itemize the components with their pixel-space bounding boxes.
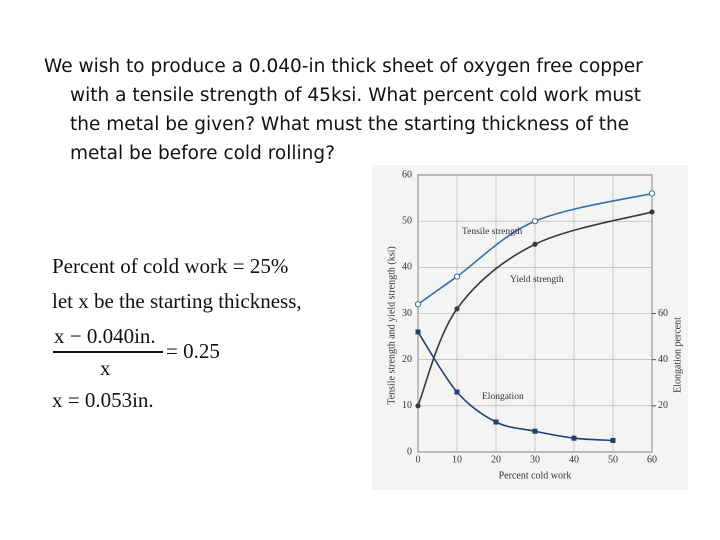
x-tick-label: 50 [608, 454, 618, 465]
point [415, 403, 421, 409]
y2-axis-title: Elongation percent [672, 317, 683, 393]
series-label: Tensile strength [462, 227, 523, 237]
y-tick-label: 30 [402, 308, 412, 319]
series-label: Yield strength [510, 275, 564, 285]
point [531, 218, 539, 225]
y-tick-label: 60 [402, 169, 412, 180]
x-tick-label: 60 [647, 454, 657, 465]
y-tick-label: 40 [402, 262, 412, 273]
y-axis-title: Tensile strength and yield strength (ksi… [386, 246, 397, 404]
point [493, 419, 499, 425]
x-tick-label: 0 [416, 454, 421, 465]
point [648, 190, 656, 197]
y-tick-label: 20 [402, 354, 412, 365]
question-line: metal be before cold rolling? [70, 143, 335, 164]
x-tick-label: 20 [491, 454, 501, 465]
fraction-equals: = 0.25 [166, 339, 220, 363]
x-tick-label: 30 [530, 454, 540, 465]
question-line: the metal be given? What must the starti… [70, 114, 630, 135]
series-label: Elongation [482, 392, 524, 402]
point [454, 389, 460, 395]
x-tick-label: 10 [452, 454, 462, 465]
y-tick-label: 10 [402, 400, 412, 411]
point [532, 241, 538, 247]
series-line [417, 192, 653, 305]
question-line: We wish to produce a 0.040-in thick shee… [44, 56, 643, 77]
y-tick-label: 50 [402, 215, 412, 226]
point [571, 435, 577, 441]
x-tick-label: 40 [569, 454, 579, 465]
series-line [417, 331, 614, 442]
fraction-numerator: x − 0.040in. [54, 324, 156, 348]
series-line [417, 211, 653, 407]
point [454, 306, 460, 312]
x-axis-title: Percent cold work [499, 470, 572, 481]
point [453, 273, 461, 280]
solution-line: let x be the starting thickness, [52, 289, 302, 313]
point [414, 301, 422, 308]
fraction-denominator: x [100, 356, 111, 380]
y2-tick-label: 20 [658, 400, 668, 411]
solution-line: x = 0.053in. [52, 388, 154, 412]
point [610, 437, 616, 443]
y2-tick-label: 40 [658, 354, 668, 365]
question-line: with a tensile strength of 45ksi. What p… [70, 85, 641, 106]
point [532, 428, 538, 434]
point [415, 329, 421, 335]
solution-line: Percent of cold work = 25% [52, 254, 289, 278]
fraction-bar [53, 351, 163, 353]
y2-tick-label: 60 [658, 308, 668, 319]
point [649, 209, 655, 215]
y-tick-label: 0 [407, 446, 412, 457]
chart-background [372, 165, 688, 490]
